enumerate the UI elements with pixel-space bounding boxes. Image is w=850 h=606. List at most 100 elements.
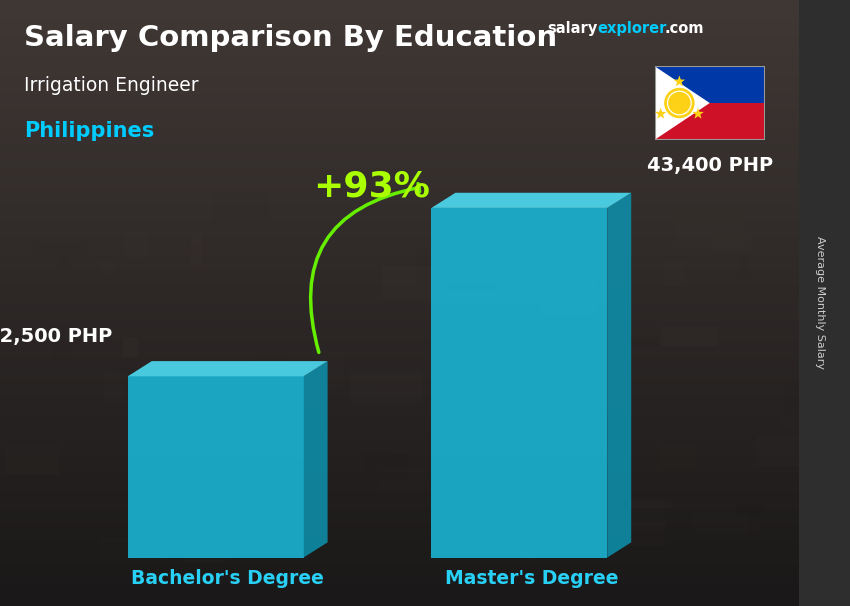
Polygon shape <box>432 193 632 208</box>
Bar <box>0 42 799 45</box>
Bar <box>0 127 799 130</box>
Bar <box>0 67 799 70</box>
Bar <box>0 248 799 251</box>
Bar <box>0 85 799 88</box>
Bar <box>0 155 799 158</box>
Bar <box>0 203 799 206</box>
Bar <box>0 373 799 376</box>
Polygon shape <box>288 351 343 389</box>
Bar <box>0 97 799 100</box>
Bar <box>0 388 799 391</box>
Bar <box>0 564 799 567</box>
Polygon shape <box>607 193 632 558</box>
Text: +93%: +93% <box>313 169 430 203</box>
Text: .com: .com <box>665 21 705 36</box>
Polygon shape <box>797 301 843 321</box>
Polygon shape <box>251 270 260 305</box>
Bar <box>0 170 799 173</box>
Polygon shape <box>303 361 327 558</box>
Bar <box>0 409 799 412</box>
Bar <box>0 297 799 300</box>
Bar <box>0 261 799 264</box>
Bar <box>0 361 799 364</box>
Bar <box>0 588 799 591</box>
Bar <box>0 424 799 427</box>
Text: salary: salary <box>547 21 598 36</box>
Polygon shape <box>626 522 665 545</box>
Bar <box>0 454 799 458</box>
Bar <box>0 30 799 33</box>
Text: Salary Comparison By Education: Salary Comparison By Education <box>24 24 557 52</box>
Bar <box>0 585 799 588</box>
Bar <box>0 330 799 333</box>
Polygon shape <box>298 526 354 541</box>
Bar <box>0 539 799 542</box>
Bar <box>0 64 799 67</box>
Bar <box>0 536 799 539</box>
Bar <box>0 182 799 185</box>
Bar <box>0 439 799 442</box>
Bar <box>0 324 799 327</box>
Bar <box>0 500 799 503</box>
Circle shape <box>669 93 690 113</box>
Bar <box>0 473 799 476</box>
Bar <box>0 100 799 103</box>
Bar <box>0 582 799 585</box>
Bar <box>0 239 799 242</box>
Bar <box>0 279 799 282</box>
Bar <box>0 458 799 461</box>
Polygon shape <box>122 338 139 357</box>
Bar <box>0 76 799 79</box>
Bar <box>0 191 799 194</box>
Bar <box>0 527 799 530</box>
Bar <box>0 558 799 561</box>
Polygon shape <box>654 103 765 140</box>
Bar <box>0 115 799 118</box>
Text: Bachelor's Degree: Bachelor's Degree <box>131 569 324 588</box>
Bar <box>0 542 799 545</box>
Bar <box>0 306 799 309</box>
Bar <box>0 406 799 409</box>
Bar <box>0 415 799 418</box>
Bar <box>0 464 799 467</box>
Bar <box>0 227 799 230</box>
Bar <box>0 33 799 36</box>
Bar <box>0 136 799 139</box>
Bar <box>0 179 799 182</box>
Polygon shape <box>622 502 665 527</box>
Bar <box>0 485 799 488</box>
Bar <box>0 73 799 76</box>
Bar <box>0 412 799 415</box>
Bar <box>0 367 799 370</box>
Bar <box>0 379 799 382</box>
Bar <box>0 3 799 6</box>
Bar <box>0 118 799 121</box>
Bar <box>0 36 799 39</box>
Bar <box>0 21 799 24</box>
Bar <box>0 315 799 318</box>
Bar <box>0 91 799 94</box>
Polygon shape <box>468 381 482 396</box>
Polygon shape <box>464 443 510 450</box>
Polygon shape <box>673 75 685 87</box>
Bar <box>0 533 799 536</box>
Bar <box>0 321 799 324</box>
Bar <box>0 121 799 124</box>
Bar <box>0 370 799 373</box>
Bar <box>0 197 799 200</box>
Polygon shape <box>132 518 167 559</box>
Bar <box>0 106 799 109</box>
Bar <box>0 355 799 358</box>
Bar <box>0 242 799 245</box>
Bar <box>0 133 799 136</box>
Bar <box>0 382 799 385</box>
Bar <box>0 579 799 582</box>
Bar <box>0 476 799 479</box>
Bar <box>0 55 799 58</box>
Bar <box>0 309 799 312</box>
Bar <box>0 512 799 515</box>
Bar <box>0 142 799 145</box>
Bar <box>0 103 799 106</box>
Bar <box>0 391 799 394</box>
Bar <box>0 264 799 267</box>
